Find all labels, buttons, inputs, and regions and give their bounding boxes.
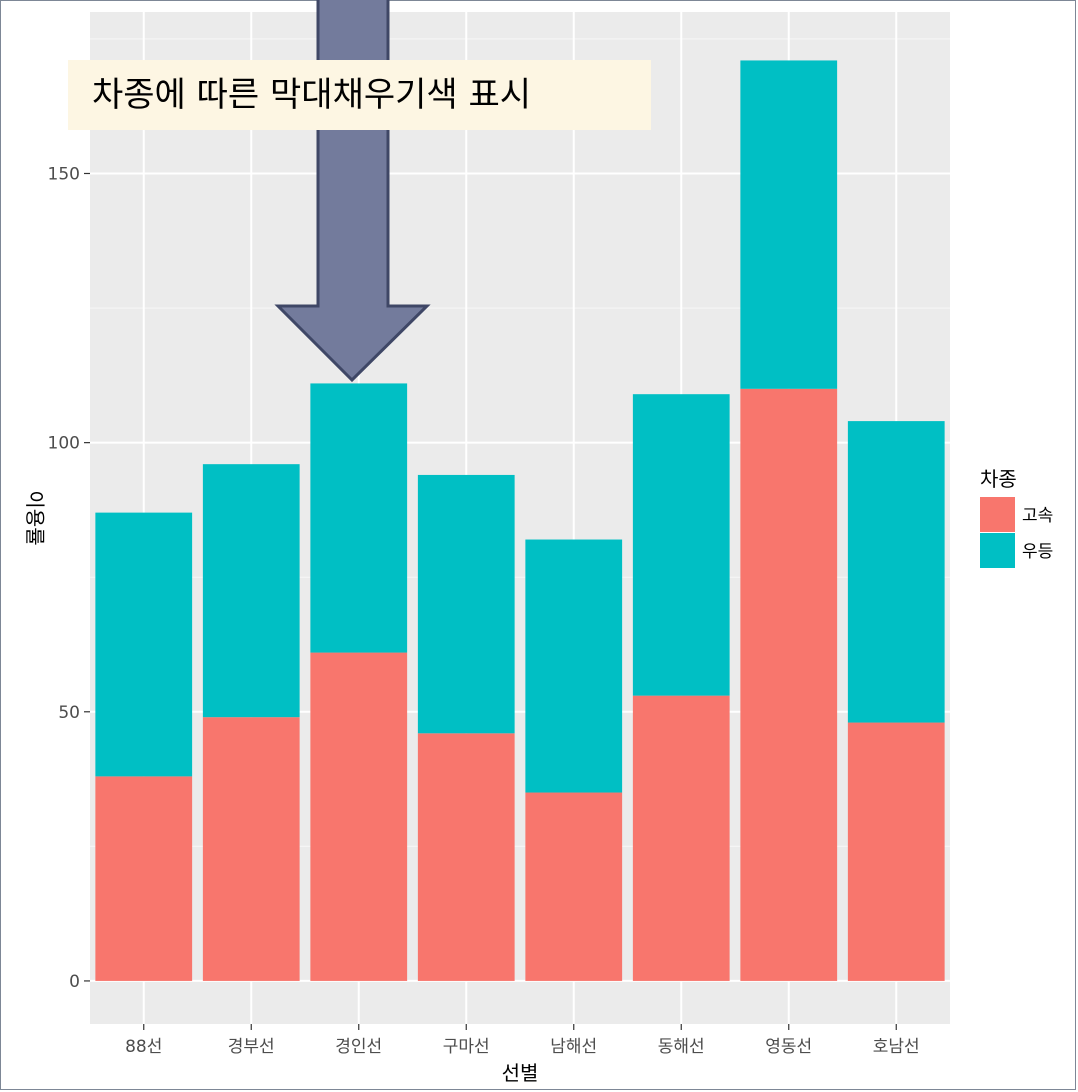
- bar-segment: [847, 421, 945, 723]
- bar-segment: [632, 695, 730, 981]
- x-axis-title: 선별: [502, 1061, 539, 1085]
- x-tick-label: 영동선: [765, 1037, 812, 1057]
- bars: [95, 60, 945, 981]
- annotation-box: [68, 60, 651, 130]
- x-axis: 88선 경부선 경인선 구마선 남해선 동해선 영동선 호남선: [125, 1024, 920, 1057]
- x-tick-label: 호남선: [873, 1037, 920, 1057]
- legend-title: 차종: [980, 467, 1017, 491]
- bar-segment: [202, 717, 300, 981]
- bar-segment: [740, 60, 838, 389]
- x-tick-label: 경인선: [335, 1037, 382, 1057]
- bar-segment: [632, 394, 730, 696]
- bar-segment: [95, 776, 193, 981]
- bar-segment: [95, 512, 193, 777]
- x-tick-label: 동해선: [658, 1037, 705, 1057]
- x-tick-label: 구마선: [443, 1037, 490, 1057]
- legend-key: [980, 497, 1015, 532]
- y-tick-label: 0: [69, 972, 80, 992]
- bar-segment: [525, 539, 623, 793]
- legend-label: 고속: [1022, 506, 1053, 526]
- bar-segment: [310, 383, 408, 653]
- bar-segment: [525, 792, 623, 981]
- x-tick-label: 88선: [125, 1037, 162, 1057]
- bar-segment: [202, 464, 300, 718]
- x-tick-label: 남해선: [550, 1037, 597, 1057]
- bar-segment: [417, 733, 515, 981]
- bar-segment: [740, 388, 838, 981]
- x-tick-label: 경부선: [228, 1037, 275, 1057]
- bar-segment: [847, 722, 945, 981]
- bar-segment: [417, 474, 515, 734]
- y-axis-title: 이용률: [23, 490, 47, 545]
- bar-segment: [310, 652, 408, 981]
- legend-key: [980, 533, 1015, 568]
- down-arrow-icon: [274, 0, 431, 383]
- y-tick-label: 150: [48, 164, 80, 184]
- legend-label: 우등: [1022, 542, 1053, 562]
- annotation-text: 차종에 따른 막대채우기색 표시: [92, 75, 532, 115]
- y-axis: 0 50 100 150: [48, 164, 90, 992]
- y-tick-label: 50: [58, 703, 80, 723]
- y-tick-label: 100: [48, 434, 80, 454]
